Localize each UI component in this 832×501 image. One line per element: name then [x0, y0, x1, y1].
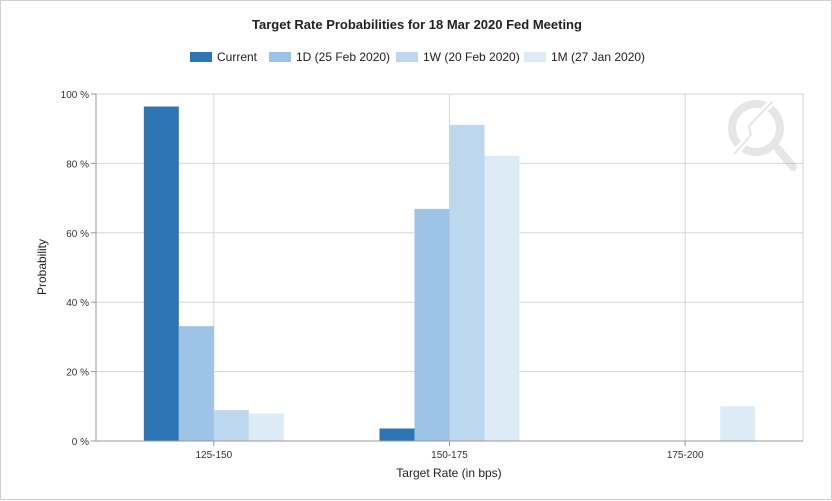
legend-item-2: 1D (25 Feb 2020) — [269, 50, 390, 64]
legend-swatch-2 — [269, 52, 291, 62]
x-axis-label: Target Rate (in bps) — [396, 466, 501, 480]
legend-swatch-1 — [190, 52, 212, 62]
legend-item-1: Current — [190, 50, 258, 64]
axes: 0 % 20 % 40 % 60 % 80 % 100 % 125-150 150-175 17… — [61, 90, 803, 461]
legend-swatch-4 — [524, 52, 546, 62]
y-tick-label-4: 80 % — [66, 159, 89, 170]
legend-label-3: 1W (20 Feb 2020) — [423, 50, 520, 64]
x-tick-label-3: 175-200 — [667, 450, 704, 461]
legend-label-4: 1M (27 Jan 2020) — [551, 50, 645, 64]
y-tick-label-1: 20 % — [66, 368, 89, 379]
y-axis-label: Probability — [35, 239, 49, 295]
bars — [143, 106, 756, 442]
y-tick-label-3: 60 % — [66, 229, 89, 240]
legend-swatch-3 — [396, 52, 418, 62]
bar-150-175-series-2 — [414, 208, 450, 441]
y-tick-label-0: 0 % — [72, 437, 89, 448]
y-tick-label-2: 40 % — [66, 298, 89, 309]
legend-label-1: Current — [217, 50, 258, 64]
x-tick-label-1: 125-150 — [195, 450, 232, 461]
bar-150-175-series-3 — [449, 124, 485, 442]
x-tick-label-2: 150-175 — [431, 450, 468, 461]
bar-125-150-series-1 — [143, 106, 179, 441]
bar-125-150-series-2 — [178, 326, 214, 441]
chart-title: Target Rate Probabilities for 18 Mar 202… — [252, 17, 582, 32]
legend: Current 1D (25 Feb 2020) 1W (20 Feb 2020) 1… — [190, 50, 645, 64]
bar-150-175-series-1 — [379, 428, 415, 441]
legend-label-2: 1D (25 Feb 2020) — [296, 50, 390, 64]
bar-125-150-series-3 — [213, 410, 249, 441]
bar-125-150-series-4 — [248, 413, 284, 441]
bar-150-175-series-4 — [484, 155, 520, 442]
legend-item-3: 1W (20 Feb 2020) — [396, 50, 520, 64]
legend-item-4: 1M (27 Jan 2020) — [524, 50, 645, 64]
y-tick-label-5: 100 % — [61, 90, 89, 101]
bar-175-200-series-4 — [720, 406, 756, 441]
watermark-logo — [728, 98, 797, 171]
